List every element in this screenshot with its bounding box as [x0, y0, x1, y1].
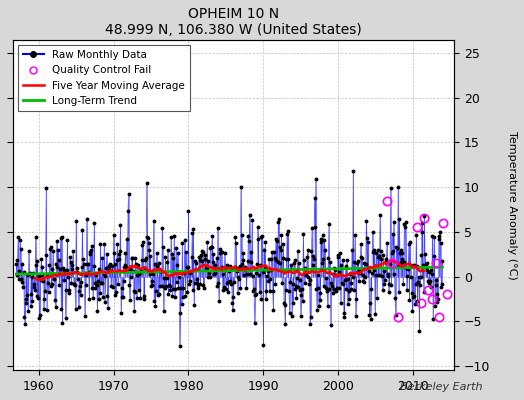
- Title: OPHEIM 10 N
48.999 N, 106.380 W (United States): OPHEIM 10 N 48.999 N, 106.380 W (United …: [105, 7, 362, 37]
- Legend: Raw Monthly Data, Quality Control Fail, Five Year Moving Average, Long-Term Tren: Raw Monthly Data, Quality Control Fail, …: [18, 45, 190, 111]
- Text: Berkeley Earth: Berkeley Earth: [400, 382, 482, 392]
- Y-axis label: Temperature Anomaly (°C): Temperature Anomaly (°C): [507, 131, 517, 279]
